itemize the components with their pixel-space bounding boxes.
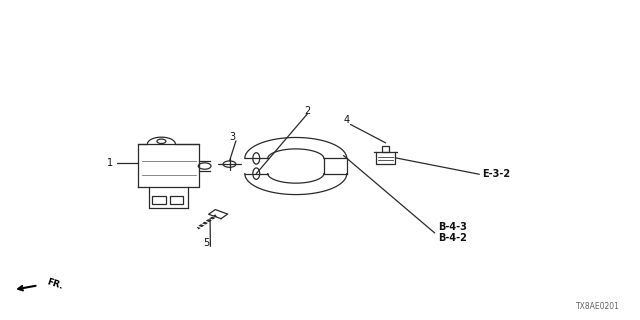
Text: 3: 3 (229, 132, 235, 142)
Bar (152, 196, 166, 204)
Text: B-4-2: B-4-2 (438, 233, 467, 243)
Text: B-4-3: B-4-3 (438, 222, 467, 232)
Text: 1: 1 (108, 158, 113, 168)
Text: 5: 5 (204, 238, 210, 248)
Text: TX8AE0201: TX8AE0201 (575, 302, 620, 311)
Bar (382, 146, 390, 152)
Text: 2: 2 (304, 106, 310, 116)
Text: 4: 4 (344, 115, 350, 125)
Text: E-3-2: E-3-2 (483, 169, 511, 179)
Text: FR.: FR. (46, 277, 65, 291)
Bar (170, 196, 184, 204)
